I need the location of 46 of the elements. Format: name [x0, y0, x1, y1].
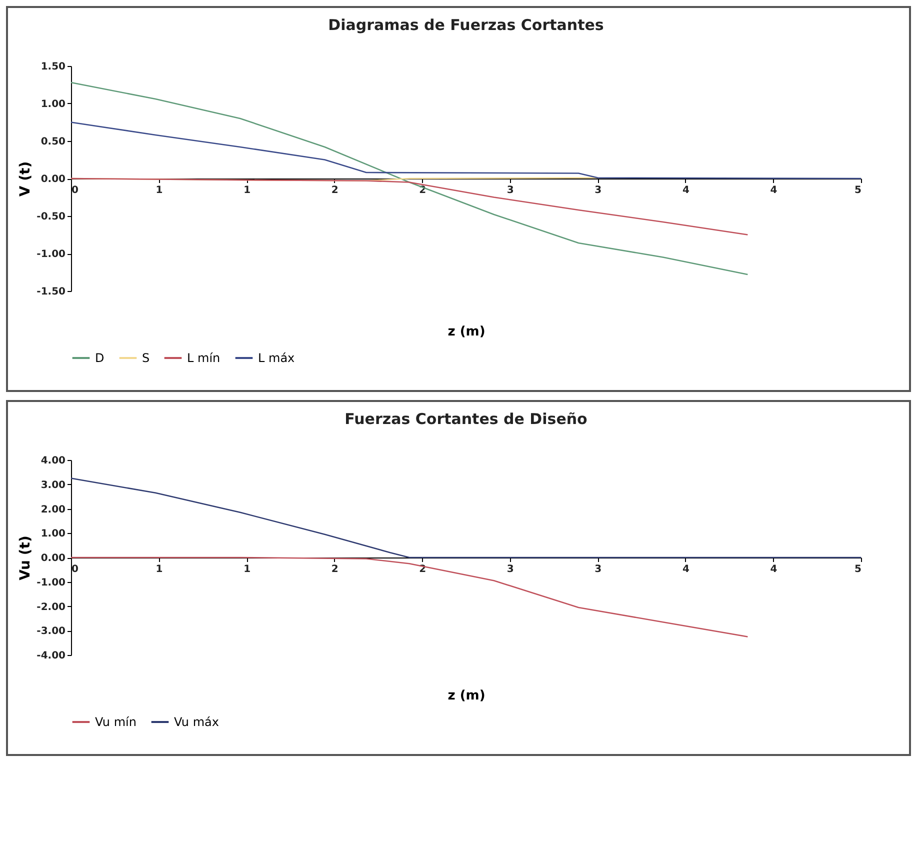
x-tick-label: 5 — [854, 564, 862, 575]
y-tick-label: -1.00 — [36, 249, 66, 260]
x-tick-label: 1 — [244, 185, 251, 196]
y-tick-label: -1.00 — [36, 577, 66, 588]
legend-label: L máx — [258, 351, 295, 365]
x-tick-label: 3 — [594, 564, 602, 575]
x-axis-title: z (m) — [448, 688, 486, 704]
x-tick-label: 3 — [506, 185, 514, 196]
y-tick-label: 3.00 — [40, 480, 66, 491]
y-tick-label: 2.00 — [40, 504, 66, 516]
legend-label: L mín — [187, 351, 220, 365]
y-axis-title: Vu (t) — [18, 536, 34, 580]
y-tick-label: 0.00 — [40, 553, 66, 564]
y-tick-label: -2.00 — [36, 602, 66, 613]
x-tick-label: 1 — [156, 564, 163, 575]
x-tick-label: 4 — [682, 185, 690, 196]
legend-label: Vu mín — [95, 715, 136, 729]
x-tick-label: 0 — [72, 564, 78, 575]
y-axis-title: V (t) — [18, 161, 34, 197]
chart-title: Fuerzas Cortantes de Diseño — [344, 410, 588, 428]
legend-label: S — [142, 351, 150, 365]
legend-label: Vu máx — [174, 715, 219, 729]
x-tick-label: 3 — [506, 564, 514, 575]
x-tick-label: 3 — [594, 185, 602, 196]
x-tick-label: 2 — [331, 564, 338, 575]
y-tick-label: 0.00 — [40, 174, 66, 185]
y-tick-label: 1.00 — [40, 99, 66, 110]
x-tick-label: 4 — [770, 564, 778, 575]
x-tick-label: 1 — [244, 564, 251, 575]
x-tick-label: 0 — [72, 185, 78, 196]
y-tick-label: -1.50 — [36, 286, 66, 298]
x-tick-label: 4 — [682, 564, 690, 575]
x-tick-label: 2 — [331, 185, 338, 196]
y-tick-label: -4.00 — [36, 650, 66, 662]
y-tick-label: -0.50 — [36, 212, 66, 222]
x-tick-label: 4 — [770, 185, 778, 196]
y-tick-label: -3.00 — [36, 626, 66, 638]
y-tick-label: 0.50 — [40, 136, 66, 148]
chart-title: Diagramas de Fuerzas Cortantes — [328, 16, 604, 34]
x-tick-label: 1 — [156, 185, 163, 196]
x-tick-label: 5 — [854, 185, 862, 196]
y-tick-label: 1.50 — [40, 62, 66, 72]
y-tick-label: 1.00 — [40, 528, 66, 540]
legend-label: D — [95, 351, 104, 365]
y-tick-label: 4.00 — [40, 456, 66, 466]
x-axis-title: z (m) — [448, 324, 486, 340]
